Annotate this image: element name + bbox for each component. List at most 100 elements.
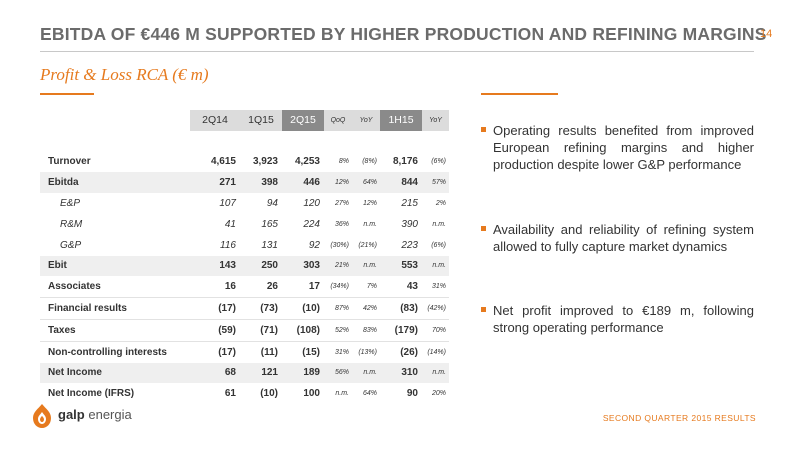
cell-yoy: 64% [352, 172, 380, 194]
table-row: Ebitda 271 398 446 12% 64% 844 57% [40, 172, 449, 194]
cell-yoy: 83% [352, 318, 380, 342]
cell-1h-yoy: (14%) [422, 340, 449, 363]
cell-yoy: n.m. [352, 362, 380, 384]
table-row: Net Income (IFRS) 61 (10) 100 n.m. 64% 9… [40, 383, 449, 404]
cell-1h-yoy: (6%) [431, 241, 446, 249]
cell-1q15: 398 [240, 172, 282, 194]
bullet-square-icon [481, 307, 486, 312]
column-header-2q14: 2Q14 [190, 110, 240, 131]
column-header-1h15: 1H15 [380, 110, 422, 131]
cell-1h-yoy: n.m. [422, 255, 449, 277]
logo-wordmark-bold: galp [58, 407, 85, 422]
row-label: Financial results [40, 297, 190, 320]
cell-1h-yoy: (42%) [422, 297, 449, 320]
cell-2q15: 189 [282, 362, 324, 384]
cell-yoy: 12% [362, 200, 377, 208]
header-spacer [40, 110, 190, 131]
cell-1h15: 215 [401, 198, 418, 210]
table-row: G&P 116 131 92 (30%) (21%) 223 (6%) [40, 235, 449, 256]
cell-2q15: 446 [282, 172, 324, 194]
cell-qoq: (34%) [330, 283, 349, 291]
profit-loss-table: 2Q14 1Q15 2Q15 QoQ YoY 1H15 YoY Turnover… [40, 110, 449, 404]
table-row: Net Income 68 121 189 56% n.m. 310 n.m. [40, 362, 449, 384]
cell-1h-yoy: 31% [431, 283, 446, 291]
cell-1h15: (83) [380, 297, 422, 320]
cell-1q15: 26 [266, 281, 278, 293]
cell-qoq: 31% [324, 340, 352, 363]
row-label: G&P [60, 239, 82, 251]
table-row: Associates 16 26 17 (34%) 7% 43 31% [40, 276, 449, 297]
cell-2q15: (10) [282, 297, 324, 320]
bullet-square-icon [481, 127, 486, 132]
cell-yoy: n.m. [363, 220, 377, 228]
table-row: Turnover 4,615 3,923 4,253 8% (8%) 8,176… [40, 152, 449, 173]
bullet-square-icon [481, 226, 486, 231]
cell-qoq: 8% [338, 158, 349, 166]
cell-qoq: 27% [334, 200, 349, 208]
column-header-2q15: 2Q15 [282, 110, 324, 131]
cell-1q15: 3,923 [252, 156, 278, 168]
cell-1q15: (11) [240, 340, 282, 363]
cell-qoq: 56% [324, 362, 352, 384]
cell-yoy: 7% [366, 283, 377, 291]
cell-1q15: 250 [240, 255, 282, 277]
cell-yoy: 42% [352, 297, 380, 320]
cell-2q14: 16 [224, 281, 236, 293]
cell-yoy: 64% [362, 390, 377, 398]
table-header-row: 2Q14 1Q15 2Q15 QoQ YoY 1H15 YoY [40, 110, 449, 131]
cell-1h-yoy: 70% [422, 318, 449, 342]
cell-2q14: 61 [224, 388, 236, 400]
logo-wordmark-light: energia [88, 407, 132, 422]
cell-1q15: (10) [260, 388, 278, 400]
row-label: Ebit [40, 255, 190, 277]
row-label: Non-controlling interests [40, 340, 190, 363]
cell-2q14: 68 [190, 362, 240, 384]
row-label: Net Income [40, 362, 190, 384]
cell-1h15: (179) [380, 318, 422, 342]
cell-1h15: (26) [380, 340, 422, 363]
row-label: Ebitda [40, 172, 190, 194]
bullet-text: Availability and reliability of refining… [493, 222, 754, 254]
column-header-1h-yoy: YoY [422, 110, 449, 131]
cell-1q15: (73) [240, 297, 282, 320]
footer-text: SECOND QUARTER 2015 RESULTS [602, 413, 756, 423]
cell-2q14: 4,615 [210, 156, 236, 168]
cell-2q15: 224 [303, 218, 320, 230]
cell-1q15: (71) [240, 318, 282, 342]
bullet-text: Net profit improved to €189 m, following… [493, 303, 754, 335]
cell-2q14: (59) [190, 318, 240, 342]
cell-1h15: 553 [380, 255, 422, 277]
cell-qoq: n.m. [335, 390, 349, 398]
cell-1h15: 223 [401, 239, 418, 251]
cell-2q14: (17) [190, 340, 240, 363]
cell-1q15: 131 [261, 239, 278, 251]
cell-yoy: (21%) [358, 241, 377, 249]
cell-1h-yoy: 2% [435, 200, 446, 208]
page-number: 14 [760, 28, 773, 40]
cell-2q15: 100 [303, 388, 320, 400]
row-label: Net Income (IFRS) [48, 388, 135, 400]
bullet-text: Operating results benefited from improve… [493, 123, 754, 172]
cell-1h-yoy: 57% [422, 172, 449, 194]
cell-2q15: (108) [282, 318, 324, 342]
galp-energia-logo: galp energia [30, 403, 150, 429]
column-header-1q15: 1Q15 [240, 110, 282, 131]
cell-2q15: 120 [303, 198, 320, 210]
logo-wordmark: galp energia [58, 407, 132, 422]
cell-2q14: (17) [190, 297, 240, 320]
cell-1h-yoy: 20% [431, 390, 446, 398]
bullet-item: Availability and reliability of refining… [481, 221, 754, 255]
title-divider [40, 51, 754, 52]
cell-2q15: 92 [308, 239, 320, 251]
galp-flame-icon [33, 404, 51, 428]
cell-1q15: 94 [266, 198, 278, 210]
cell-1h15: 90 [406, 388, 418, 400]
slide-title: EBITDA OF €446 M SUPPORTED BY HIGHER PRO… [40, 24, 767, 44]
cell-1h15: 310 [380, 362, 422, 384]
cell-1h-yoy: n.m. [432, 220, 446, 228]
cell-2q15: (15) [282, 340, 324, 363]
row-label: R&M [60, 218, 83, 230]
table-row: Financial results (17) (73) (10) 87% 42%… [40, 297, 449, 320]
cell-2q14: 107 [219, 198, 236, 210]
bullet-item: Operating results benefited from improve… [481, 122, 754, 173]
